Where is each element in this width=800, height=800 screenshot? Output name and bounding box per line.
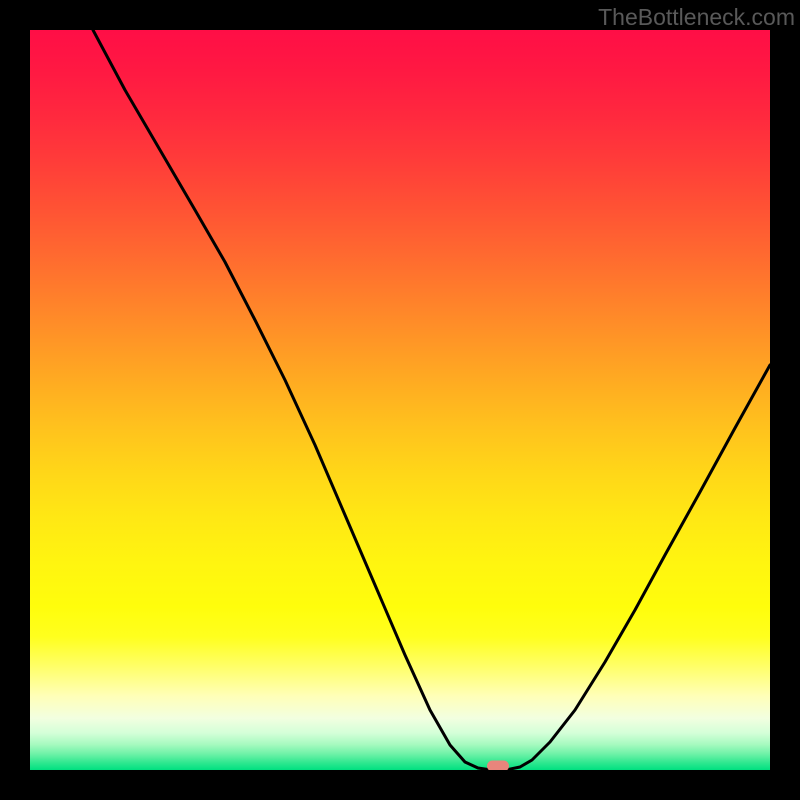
curve-layer [30, 30, 770, 770]
optimum-marker [487, 761, 509, 771]
bottleneck-curve [93, 30, 770, 770]
plot-area [30, 30, 770, 770]
bottleneck-chart: TheBottleneck.com [0, 0, 800, 800]
watermark-text: TheBottleneck.com [598, 4, 795, 31]
